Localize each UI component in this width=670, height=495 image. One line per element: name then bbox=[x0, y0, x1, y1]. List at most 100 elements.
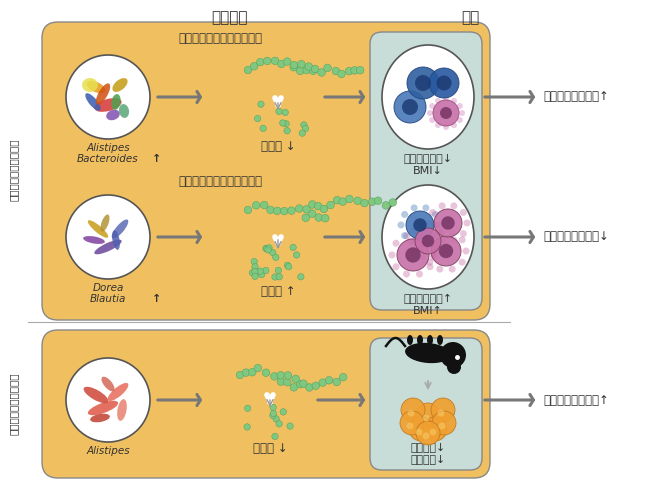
Circle shape bbox=[450, 237, 458, 244]
Circle shape bbox=[244, 66, 252, 74]
Circle shape bbox=[262, 369, 270, 377]
Circle shape bbox=[439, 228, 446, 235]
Circle shape bbox=[354, 197, 361, 204]
Circle shape bbox=[440, 107, 452, 119]
Circle shape bbox=[397, 221, 405, 229]
Circle shape bbox=[290, 384, 297, 391]
Circle shape bbox=[273, 416, 279, 422]
Circle shape bbox=[429, 68, 459, 98]
Circle shape bbox=[259, 271, 265, 278]
Circle shape bbox=[457, 117, 463, 123]
Text: インスリン抵抗性腕内細菌: インスリン抵抗性腕内細菌 bbox=[178, 175, 262, 188]
Circle shape bbox=[296, 67, 304, 75]
Circle shape bbox=[346, 195, 353, 203]
Circle shape bbox=[429, 429, 436, 436]
Circle shape bbox=[345, 67, 353, 75]
Circle shape bbox=[275, 267, 281, 274]
Circle shape bbox=[272, 433, 278, 440]
Circle shape bbox=[439, 237, 446, 244]
Circle shape bbox=[407, 423, 413, 430]
Circle shape bbox=[459, 259, 466, 266]
Circle shape bbox=[443, 124, 449, 130]
Circle shape bbox=[302, 214, 310, 222]
Circle shape bbox=[251, 62, 258, 70]
FancyBboxPatch shape bbox=[370, 338, 482, 470]
Circle shape bbox=[464, 219, 470, 227]
Circle shape bbox=[393, 240, 399, 247]
Text: インスリン感受性↑: インスリン感受性↑ bbox=[543, 394, 609, 406]
Circle shape bbox=[261, 201, 268, 209]
Ellipse shape bbox=[82, 78, 98, 92]
Circle shape bbox=[401, 398, 425, 422]
Ellipse shape bbox=[119, 104, 129, 118]
Circle shape bbox=[415, 228, 441, 254]
Circle shape bbox=[245, 405, 251, 411]
Text: Blautia: Blautia bbox=[90, 294, 126, 304]
Circle shape bbox=[271, 373, 278, 380]
Circle shape bbox=[433, 100, 459, 126]
Circle shape bbox=[449, 229, 456, 237]
Circle shape bbox=[290, 61, 297, 69]
Circle shape bbox=[281, 207, 288, 215]
Circle shape bbox=[403, 271, 410, 278]
Ellipse shape bbox=[382, 185, 474, 289]
Circle shape bbox=[310, 67, 317, 75]
Text: 単糖類 ↓: 単糖類 ↓ bbox=[253, 442, 287, 455]
Circle shape bbox=[427, 263, 433, 270]
Circle shape bbox=[432, 232, 439, 239]
Ellipse shape bbox=[108, 383, 129, 401]
Ellipse shape bbox=[113, 78, 127, 92]
Circle shape bbox=[312, 382, 320, 390]
Circle shape bbox=[284, 262, 291, 268]
Circle shape bbox=[405, 248, 421, 263]
Circle shape bbox=[438, 409, 444, 416]
Circle shape bbox=[242, 369, 250, 376]
Circle shape bbox=[439, 248, 446, 254]
Circle shape bbox=[273, 207, 281, 215]
Circle shape bbox=[430, 253, 437, 261]
Circle shape bbox=[283, 379, 291, 386]
Circle shape bbox=[449, 266, 456, 273]
Circle shape bbox=[251, 258, 257, 265]
Circle shape bbox=[319, 379, 326, 387]
Text: 体重増加↓
脂質蓄積↓: 体重増加↓ 脂質蓄積↓ bbox=[411, 443, 446, 465]
Circle shape bbox=[252, 268, 258, 275]
Circle shape bbox=[423, 248, 429, 254]
Circle shape bbox=[314, 202, 322, 210]
Circle shape bbox=[270, 410, 277, 417]
Circle shape bbox=[340, 373, 347, 381]
Circle shape bbox=[389, 198, 397, 206]
Circle shape bbox=[440, 342, 466, 368]
Circle shape bbox=[277, 378, 285, 386]
Ellipse shape bbox=[88, 401, 118, 415]
Circle shape bbox=[442, 216, 455, 230]
Circle shape bbox=[422, 204, 429, 211]
Circle shape bbox=[400, 411, 424, 435]
Ellipse shape bbox=[94, 240, 122, 254]
Circle shape bbox=[411, 204, 417, 211]
Circle shape bbox=[462, 248, 470, 254]
Circle shape bbox=[410, 248, 417, 254]
Circle shape bbox=[299, 380, 308, 388]
Circle shape bbox=[436, 221, 442, 229]
Circle shape bbox=[429, 230, 436, 237]
Circle shape bbox=[252, 273, 258, 280]
Circle shape bbox=[429, 117, 435, 123]
Ellipse shape bbox=[405, 343, 451, 363]
Ellipse shape bbox=[101, 377, 115, 392]
Circle shape bbox=[407, 409, 415, 416]
Ellipse shape bbox=[94, 98, 122, 112]
Circle shape bbox=[260, 125, 267, 132]
Text: Alistipes: Alistipes bbox=[86, 143, 130, 153]
Circle shape bbox=[439, 244, 453, 258]
Circle shape bbox=[295, 205, 303, 212]
Circle shape bbox=[382, 201, 390, 209]
Circle shape bbox=[66, 55, 150, 139]
Circle shape bbox=[322, 214, 329, 222]
Circle shape bbox=[276, 108, 282, 115]
Circle shape bbox=[426, 236, 433, 244]
Circle shape bbox=[403, 233, 410, 240]
Circle shape bbox=[402, 99, 418, 115]
Circle shape bbox=[297, 381, 304, 388]
Circle shape bbox=[416, 233, 423, 240]
